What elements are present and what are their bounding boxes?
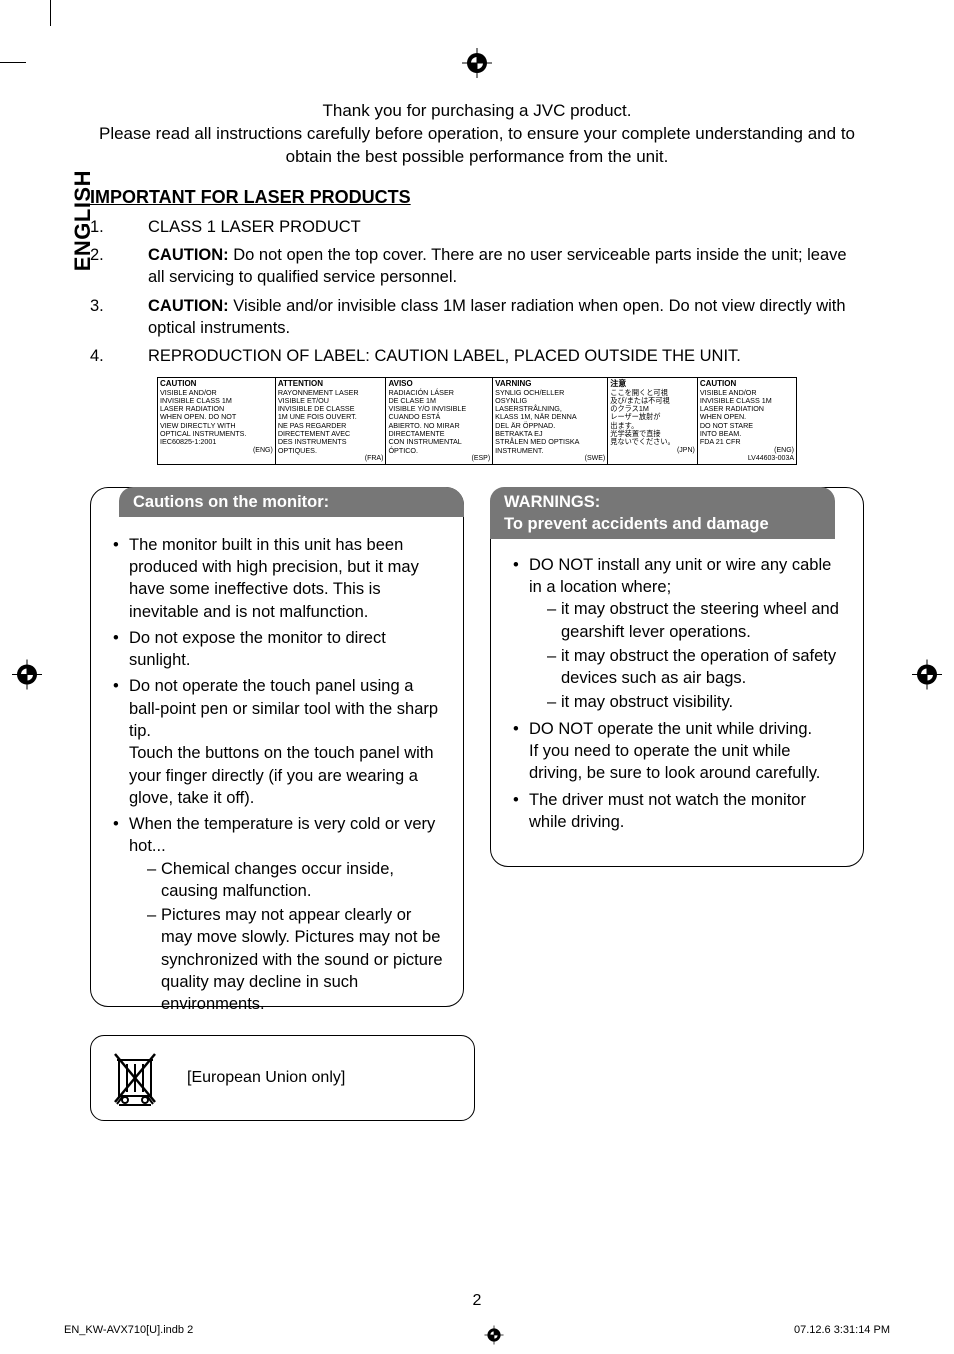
label-cell: AVISO RADIACIÓN LÁSER DE CLASE 1M VISIBL… [386, 378, 493, 464]
registration-mark-icon [462, 48, 492, 83]
bullet-list: The monitor built in this unit has been … [111, 534, 443, 1016]
list-item: When the temperature is very cold or ver… [111, 813, 443, 1015]
crop-mark [0, 62, 26, 63]
footer: EN_KW-AVX710[U].indb 2 07.12.6 3:31:14 P… [64, 1324, 890, 1346]
sub-item: Pictures may not appear clearly or may m… [147, 904, 443, 1015]
box-header: WARNINGS: To prevent accidents and damag… [490, 487, 835, 540]
item-number: 1. [90, 216, 148, 238]
list-item: 1. CLASS 1 LASER PRODUCT [90, 216, 864, 238]
laser-list: 1. CLASS 1 LASER PRODUCT 2. CAUTION: Do … [90, 216, 864, 368]
registration-mark-icon [912, 660, 942, 695]
intro-line: Thank you for purchasing a JVC product. [90, 100, 864, 123]
label-cell: 注意 ここを開くと可視 及び/または不可視 のクラス1M レーザー放射が 出ます… [608, 378, 698, 464]
weee-bin-icon [113, 1050, 157, 1106]
item-number: 3. [90, 295, 148, 340]
label-cell: ATTENTION RAYONNEMENT LASER VISIBLE ET/O… [275, 378, 386, 464]
item-text: CLASS 1 LASER PRODUCT [148, 216, 864, 238]
weee-box: [European Union only] [90, 1035, 475, 1121]
warnings-box: WARNINGS: To prevent accidents and damag… [490, 487, 864, 867]
label-cell: CAUTION VISIBLE AND/OR INVISIBLE CLASS 1… [158, 378, 276, 464]
box-header: Cautions on the monitor: [119, 487, 464, 517]
item-number: 2. [90, 244, 148, 289]
list-item: 2. CAUTION: Do not open the top cover. T… [90, 244, 864, 289]
table-row: CAUTION VISIBLE AND/OR INVISIBLE CLASS 1… [158, 378, 797, 464]
bullet-list: DO NOT install any unit or wire any cabl… [511, 554, 843, 833]
language-tab: ENGLISH [70, 170, 96, 271]
box-body: DO NOT install any unit or wire any cabl… [511, 554, 843, 833]
footer-left: EN_KW-AVX710[U].indb 2 [64, 1324, 193, 1346]
list-item: DO NOT install any unit or wire any cabl… [511, 554, 843, 714]
crop-mark [50, 0, 51, 26]
intro-line: Please read all instructions carefully b… [90, 123, 864, 169]
cautions-box: Cautions on the monitor: The monitor bui… [90, 487, 464, 1007]
page-content: ENGLISH Thank you for purchasing a JVC p… [90, 100, 864, 1294]
list-item: 4. REPRODUCTION OF LABEL: CAUTION LABEL,… [90, 345, 864, 367]
page-number: 2 [473, 1292, 482, 1310]
box-body: The monitor built in this unit has been … [111, 534, 443, 1016]
item-number: 4. [90, 345, 148, 367]
intro-text: Thank you for purchasing a JVC product. … [90, 100, 864, 169]
footer-right: 07.12.6 3:31:14 PM [794, 1324, 890, 1346]
sub-item: Chemical changes occur inside, causing m… [147, 858, 443, 903]
registration-mark-icon [12, 660, 42, 695]
weee-text: [European Union only] [187, 1069, 345, 1087]
sub-list: Chemical changes occur inside, causing m… [129, 858, 443, 1016]
list-item: The monitor built in this unit has been … [111, 534, 443, 623]
list-item: Do not expose the monitor to direct sunl… [111, 627, 443, 672]
item-text: CAUTION: Do not open the top cover. Ther… [148, 244, 864, 289]
sub-item: it may obstruct the steering wheel and g… [547, 598, 843, 643]
sub-list: it may obstruct the steering wheel and g… [529, 598, 843, 713]
list-item: The driver must not watch the monitor wh… [511, 789, 843, 834]
two-column-layout: Cautions on the monitor: The monitor bui… [90, 487, 864, 1007]
registration-mark-icon [483, 1324, 505, 1346]
list-item: DO NOT operate the unit while driving. I… [511, 718, 843, 785]
label-cell: VARNING SYNLIG OCH/ELLER OSYNLIG LASERST… [493, 378, 608, 464]
sub-item: it may obstruct the operation of safety … [547, 645, 843, 690]
list-item: 3. CAUTION: Visible and/or invisible cla… [90, 295, 864, 340]
item-text: REPRODUCTION OF LABEL: CAUTION LABEL, PL… [148, 345, 864, 367]
caution-label-table: CAUTION VISIBLE AND/OR INVISIBLE CLASS 1… [157, 377, 797, 464]
section-title: IMPORTANT FOR LASER PRODUCTS [90, 187, 864, 208]
sub-item: it may obstruct visibility. [547, 691, 843, 713]
list-item: Do not operate the touch panel using a b… [111, 675, 443, 809]
item-text: CAUTION: Visible and/or invisible class … [148, 295, 864, 340]
label-cell: CAUTION VISIBLE AND/OR INVISIBLE CLASS 1… [697, 378, 796, 464]
